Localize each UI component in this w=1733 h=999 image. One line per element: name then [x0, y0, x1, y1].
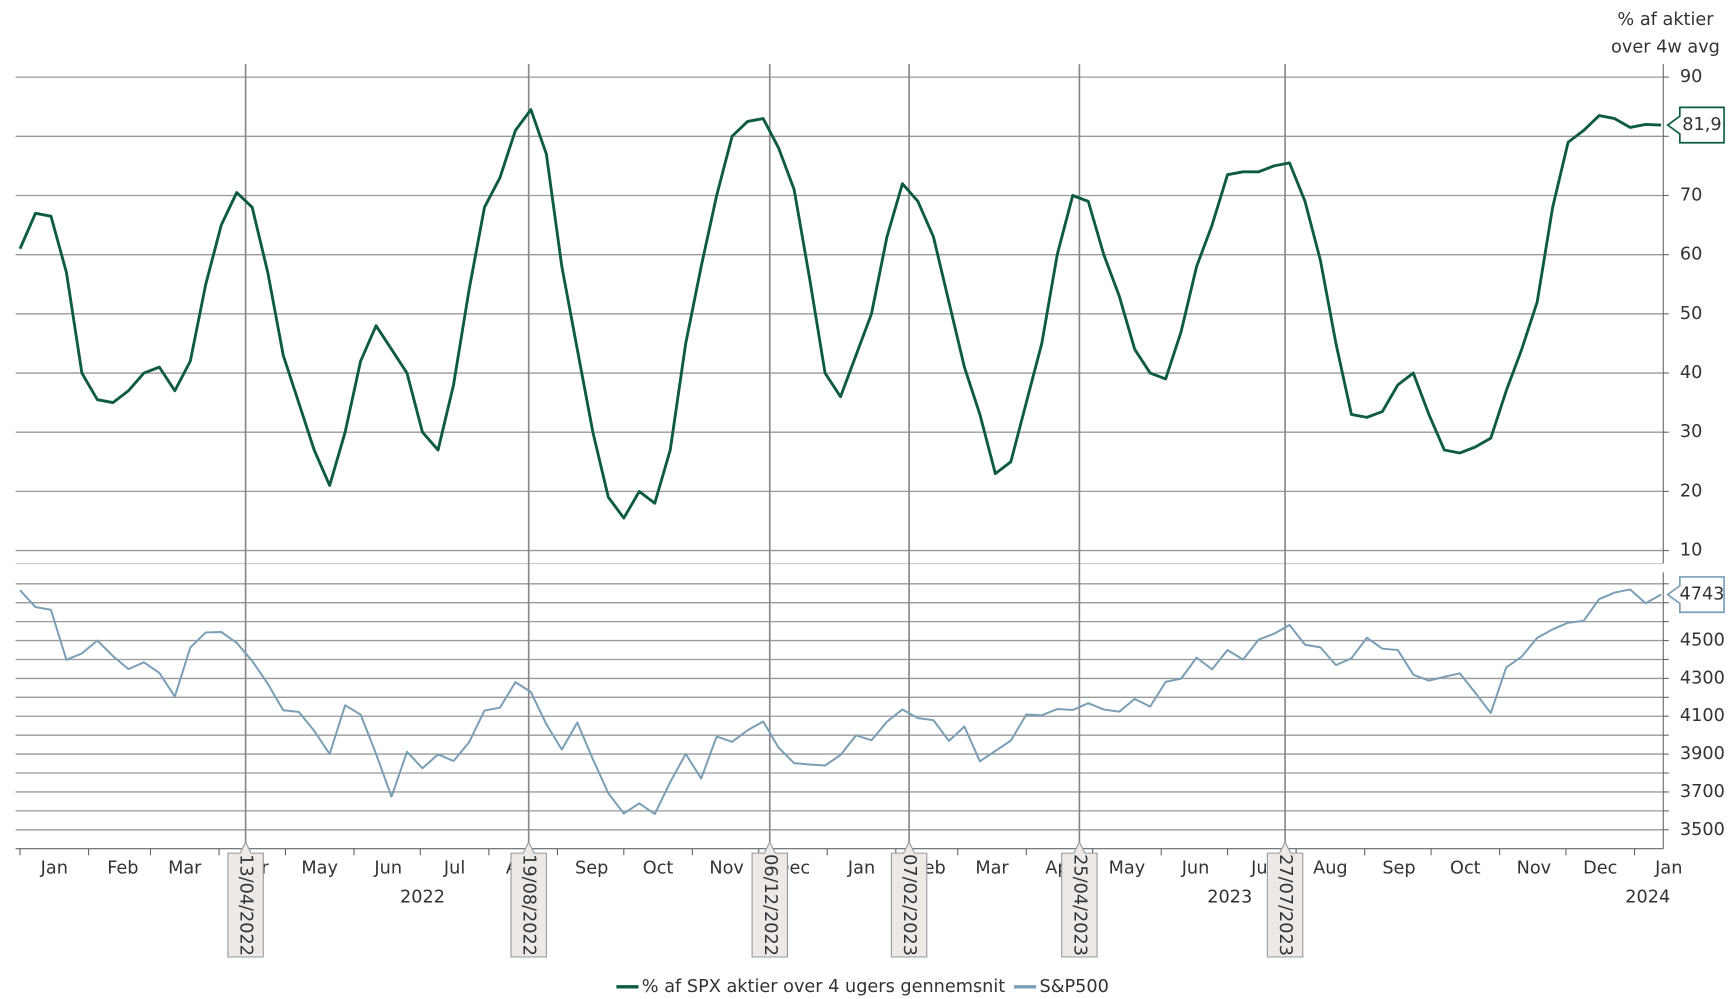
series-line: [19, 588, 1662, 816]
y-tick-label: 3700: [1680, 782, 1725, 802]
marker-box: [227, 840, 264, 958]
y-tick-label: 60: [1680, 245, 1703, 265]
last-value-label: 4743: [1679, 585, 1724, 605]
x-tick-label: Mar: [168, 859, 202, 879]
y-tick-label: 4100: [1680, 706, 1725, 726]
marker-label: 19/08/2022: [519, 854, 539, 956]
x-tick-label: Sep: [1382, 859, 1415, 879]
marker-box: [751, 840, 788, 958]
last-value-label: 81,9: [1682, 115, 1721, 135]
x-tick-label: Jan: [847, 859, 875, 879]
x-tick-label: Oct: [643, 859, 674, 879]
y-tick-label: 10: [1680, 541, 1703, 561]
x-tick-label: Jan: [40, 859, 68, 879]
marker-label: 06/12/2022: [760, 854, 780, 956]
marker-box: [510, 840, 547, 958]
x-tick-label: Jun: [373, 859, 402, 879]
marker-box: [1266, 840, 1304, 958]
y-axis-label: % af aktier: [1617, 10, 1714, 30]
marker-label: 27/07/2023: [1275, 854, 1295, 956]
x-tick-label: Jul: [443, 859, 465, 879]
y-tick-label: 4300: [1680, 668, 1725, 688]
legend: % af SPX aktier over 4 ugers gennemsnit S…: [616, 977, 1109, 997]
legend-label: S&P500: [1039, 977, 1108, 997]
x-tick-label: Jun: [1181, 859, 1210, 879]
y-tick-label: 3500: [1680, 820, 1725, 840]
y-tick-label: 70: [1680, 185, 1703, 205]
marker-label: 13/04/2022: [236, 854, 256, 956]
x-tick-label: May: [301, 859, 338, 879]
x-tick-label: Feb: [107, 859, 138, 879]
marker-box: [890, 840, 928, 958]
x-tick-label: Mar: [975, 859, 1009, 879]
marker-box: [1061, 840, 1098, 958]
y-tick-label: 30: [1680, 422, 1703, 442]
marker-label: 07/02/2023: [899, 854, 919, 956]
y-tick-label: 4500: [1680, 631, 1725, 651]
y-tick-label: 40: [1680, 363, 1703, 383]
last-value-tag: [1666, 106, 1725, 144]
x-tick-label: Nov: [1517, 859, 1552, 879]
x-tick-label: Dec: [1583, 859, 1617, 879]
y-axis-label: over 4w avg: [1611, 38, 1720, 58]
legend-label: % af SPX aktier over 4 ugers gennemsnit: [642, 977, 1005, 997]
last-value-tag: [1666, 576, 1725, 614]
y-tick-label: 20: [1680, 481, 1703, 501]
series-line: [18, 108, 1662, 520]
x-tick-label: Aug: [1313, 859, 1348, 879]
x-year-label: 2022: [400, 887, 445, 907]
x-tick-label: May: [1109, 859, 1146, 879]
x-tick-label: Oct: [1450, 859, 1481, 879]
y-tick-label: 90: [1680, 67, 1703, 87]
y-tick-label: 50: [1680, 304, 1703, 324]
x-year-label: 2023: [1207, 887, 1252, 907]
marker-label: 25/04/2023: [1069, 854, 1089, 956]
x-year-label: 2024: [1625, 887, 1670, 907]
x-tick-label: Jan: [1654, 859, 1682, 879]
y-tick-label: 3900: [1680, 744, 1725, 764]
x-tick-label: Nov: [709, 859, 744, 879]
x-tick-label: Sep: [575, 859, 608, 879]
